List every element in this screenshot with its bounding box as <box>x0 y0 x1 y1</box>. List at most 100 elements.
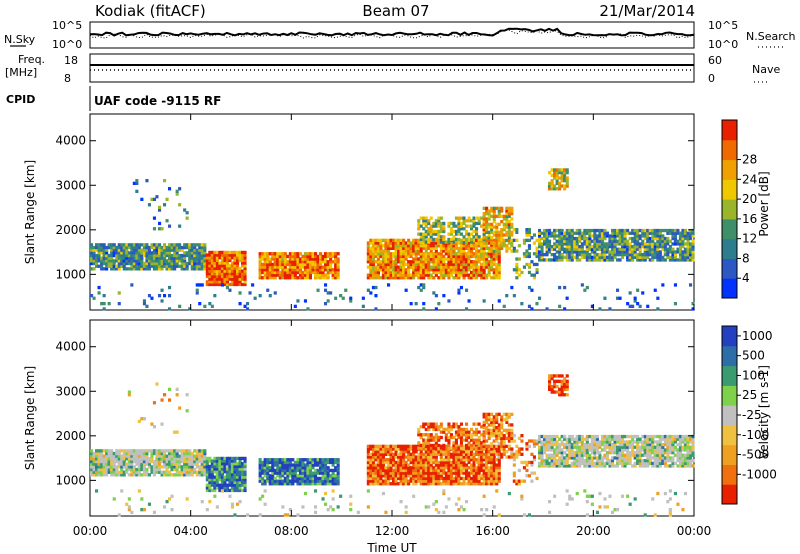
heatmap-cell <box>525 468 529 473</box>
heatmap-cell <box>626 245 630 249</box>
heatmap-cell <box>648 258 652 262</box>
heatmap-cell <box>447 299 451 303</box>
heatmap-cell <box>195 288 199 292</box>
heatmap-cell <box>387 479 391 483</box>
heatmap-cell <box>590 245 594 249</box>
heatmap-cell <box>444 474 448 478</box>
heatmap-cell <box>374 270 378 275</box>
heatmap-cell <box>152 227 156 231</box>
heatmap-cell <box>447 232 451 236</box>
heatmap-cell <box>324 260 328 264</box>
heatmap-cell <box>525 228 529 232</box>
heatmap-cell <box>689 258 693 262</box>
heatmap-cell <box>492 220 496 224</box>
heatmap-cell <box>205 462 209 466</box>
heatmap-cell <box>671 247 675 251</box>
heatmap-cell <box>485 265 489 269</box>
heatmap-cell <box>366 471 370 475</box>
heatmap-cell <box>595 258 599 262</box>
heatmap-cell <box>422 283 426 287</box>
heatmap-cell <box>95 243 99 247</box>
heatmap-cell <box>495 257 499 261</box>
heatmap-cell <box>140 451 144 456</box>
heatmap-cell <box>112 462 116 466</box>
heatmap-cell <box>472 422 476 426</box>
heatmap-cell <box>598 236 602 241</box>
heatmap-cell <box>495 466 499 470</box>
heatmap-cell <box>482 252 486 256</box>
heatmap-cell <box>329 265 333 269</box>
heatmap-cell <box>437 254 441 259</box>
heatmap-cell <box>225 486 229 490</box>
heatmap-cell <box>477 471 481 475</box>
heatmap-cell <box>376 447 380 451</box>
heatmap-cell <box>308 468 312 473</box>
heatmap-cell <box>266 479 270 483</box>
heatmap-cell <box>590 304 594 308</box>
heatmap-cell <box>643 253 647 257</box>
heatmap-cell <box>329 260 333 264</box>
heatmap-cell <box>437 216 441 220</box>
heatmap-cell <box>683 253 687 257</box>
heatmap-cell <box>585 285 589 290</box>
heatmap-cell <box>198 459 202 464</box>
heatmap-cell <box>215 277 219 281</box>
heatmap-cell <box>321 265 325 269</box>
heatmap-cell <box>535 249 539 253</box>
heatmap-cell <box>553 255 557 259</box>
heatmap-cell <box>107 245 111 250</box>
heatmap-cell <box>394 460 398 465</box>
heatmap-cell <box>495 450 499 454</box>
heatmap-cell <box>308 458 312 462</box>
heatmap-cell <box>583 234 587 238</box>
heatmap-cell <box>512 471 516 475</box>
heatmap-cell <box>495 431 499 435</box>
heatmap-cell <box>618 239 622 243</box>
heatmap-cell <box>110 245 114 250</box>
heatmap-cell <box>145 251 149 255</box>
heatmap-cell <box>165 465 169 469</box>
heatmap-cell <box>465 430 469 434</box>
heatmap-cell <box>384 270 388 275</box>
heatmap-cell <box>673 258 677 262</box>
heatmap-cell <box>558 245 562 249</box>
heatmap-cell <box>482 442 486 446</box>
heatmap-cell <box>520 460 524 465</box>
heatmap-cell <box>480 474 484 478</box>
heatmap-cell <box>397 241 401 245</box>
heatmap-cell <box>233 472 237 477</box>
heatmap-cell <box>543 461 547 465</box>
heatmap-cell <box>281 252 285 256</box>
heatmap-cell <box>658 245 662 249</box>
heatmap-cell <box>465 273 469 277</box>
heatmap-cell <box>490 428 494 432</box>
heatmap-cell <box>447 262 451 267</box>
heatmap-cell <box>467 260 471 264</box>
heatmap-cell <box>324 471 328 475</box>
heatmap-cell <box>563 247 567 251</box>
heatmap-cell <box>198 253 202 258</box>
heatmap-cell <box>495 241 499 245</box>
heatmap-cell <box>510 249 514 253</box>
heatmap-cell <box>203 470 207 474</box>
heatmap-cell <box>293 474 297 478</box>
heatmap-cell <box>485 420 489 424</box>
heatmap-cell <box>442 268 446 272</box>
heatmap-cell <box>462 260 466 264</box>
heatmap-cell <box>183 457 187 461</box>
heatmap-cell <box>397 268 401 272</box>
heatmap-cell <box>422 270 426 275</box>
heatmap-cell <box>495 244 499 248</box>
heatmap-cell <box>512 458 516 462</box>
heatmap-cell <box>213 253 217 257</box>
heatmap-cell <box>140 454 144 458</box>
heatmap-cell <box>459 268 463 272</box>
heatmap-cell <box>160 253 164 258</box>
heatmap-cell <box>168 285 172 290</box>
heatmap-cell <box>150 296 154 300</box>
heatmap-cell <box>283 468 287 473</box>
heatmap-cell <box>178 248 182 252</box>
heatmap-cell <box>273 476 277 481</box>
heatmap-cell <box>515 268 519 272</box>
heatmap-cell <box>205 261 209 265</box>
